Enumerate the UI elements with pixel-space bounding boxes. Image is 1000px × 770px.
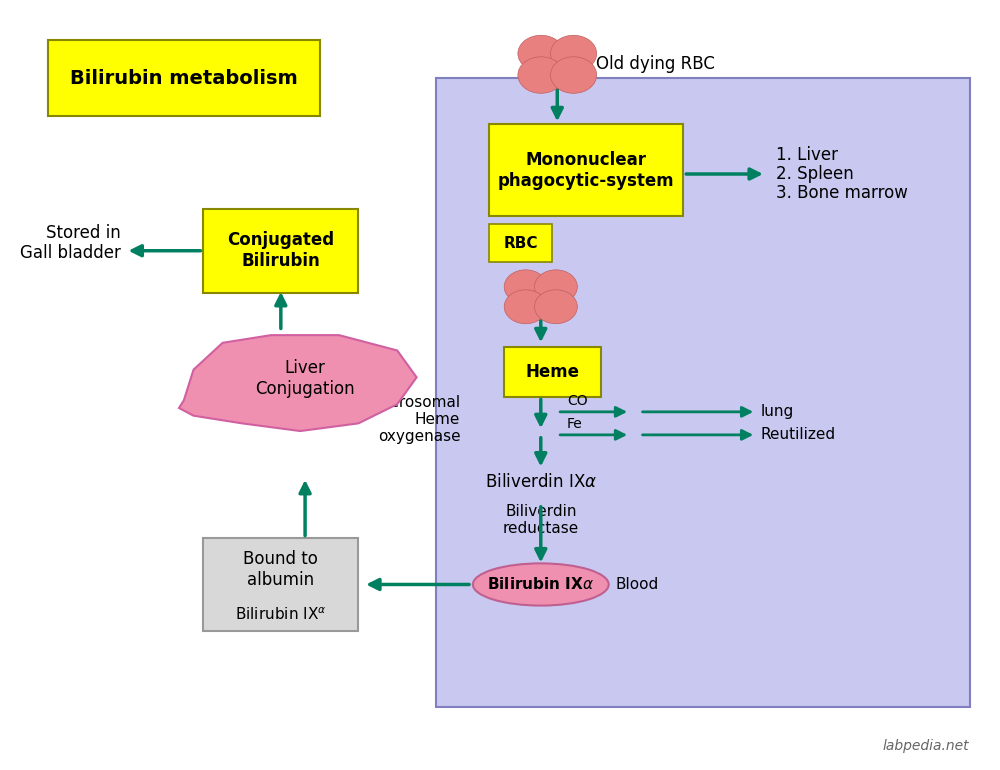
FancyBboxPatch shape xyxy=(504,346,601,397)
Circle shape xyxy=(534,290,577,323)
Circle shape xyxy=(504,270,547,303)
Text: lung: lung xyxy=(761,404,794,420)
Circle shape xyxy=(504,290,547,323)
Text: Blood: Blood xyxy=(615,577,659,592)
Text: Reutilized: Reutilized xyxy=(761,427,836,443)
Text: RBC: RBC xyxy=(504,236,538,250)
Text: CO: CO xyxy=(567,394,588,408)
Circle shape xyxy=(534,270,577,303)
Text: labpedia.net: labpedia.net xyxy=(883,739,970,753)
Text: Microsomal
Heme
oxygenase: Microsomal Heme oxygenase xyxy=(373,395,460,444)
Text: 3. Bone marrow: 3. Bone marrow xyxy=(776,184,907,203)
Text: 1. Liver: 1. Liver xyxy=(776,146,838,164)
Text: Biliverdin
reductase: Biliverdin reductase xyxy=(503,504,579,537)
Ellipse shape xyxy=(473,564,609,605)
FancyBboxPatch shape xyxy=(489,124,683,216)
Polygon shape xyxy=(179,335,417,431)
FancyBboxPatch shape xyxy=(48,40,320,116)
FancyBboxPatch shape xyxy=(203,209,358,293)
Text: Old dying RBC: Old dying RBC xyxy=(596,55,715,73)
Circle shape xyxy=(550,35,597,72)
Text: Biliverdin IX$\alpha$: Biliverdin IX$\alpha$ xyxy=(485,474,597,491)
FancyBboxPatch shape xyxy=(203,538,358,631)
Text: Fe: Fe xyxy=(567,417,583,431)
Circle shape xyxy=(518,35,564,72)
Text: 2. Spleen: 2. Spleen xyxy=(776,165,853,183)
Text: Mononuclear
phagocytic-system: Mononuclear phagocytic-system xyxy=(498,151,675,189)
Text: Bilirubin IX$^\alpha$: Bilirubin IX$^\alpha$ xyxy=(235,607,327,624)
FancyBboxPatch shape xyxy=(436,78,970,707)
Text: Heme: Heme xyxy=(525,363,579,380)
FancyBboxPatch shape xyxy=(489,224,552,263)
Text: Stored in
Gall bladder: Stored in Gall bladder xyxy=(20,223,121,263)
Text: Bilirubin metabolism: Bilirubin metabolism xyxy=(70,69,298,88)
Circle shape xyxy=(550,57,597,93)
Text: Conjugated
Bilirubin: Conjugated Bilirubin xyxy=(227,231,334,270)
Text: Bound to
albumin: Bound to albumin xyxy=(243,550,318,588)
Text: Liver
Conjugation: Liver Conjugation xyxy=(255,360,355,398)
Text: Bilirubin IX$\alpha$: Bilirubin IX$\alpha$ xyxy=(487,577,594,592)
Circle shape xyxy=(518,57,564,93)
